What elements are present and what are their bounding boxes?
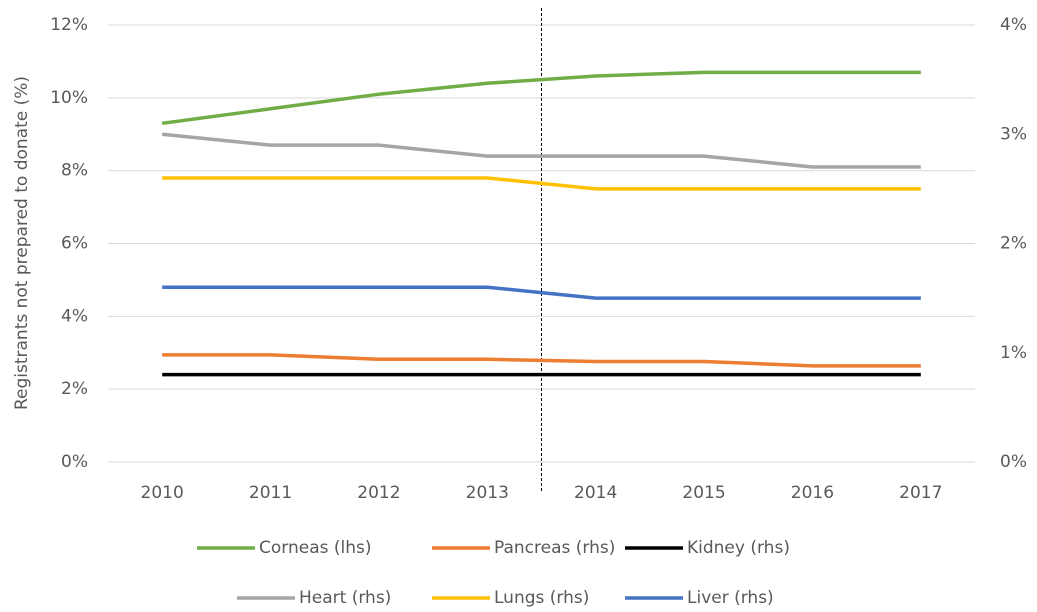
y-tick-label: 6% bbox=[61, 234, 88, 254]
y-tick-label: 8% bbox=[61, 161, 88, 181]
series-line bbox=[162, 285, 921, 300]
y-tick-label: 0% bbox=[61, 452, 88, 472]
legend-label: Kidney (rhs) bbox=[687, 538, 790, 558]
y-tick-label: 2% bbox=[61, 379, 88, 399]
series-line bbox=[162, 353, 921, 368]
legend-label: Pancreas (rhs) bbox=[494, 538, 615, 558]
legend-label: Liver (rhs) bbox=[687, 588, 774, 608]
y2-tick-label: 3% bbox=[1000, 124, 1027, 144]
y-tick-label: 12% bbox=[50, 15, 88, 35]
y2-tick-label: 4% bbox=[1000, 15, 1027, 35]
x-tick-label: 2013 bbox=[466, 483, 509, 503]
x-tick-label: 2014 bbox=[574, 483, 617, 503]
x-tick-label: 2016 bbox=[791, 483, 834, 503]
series-line bbox=[162, 176, 921, 191]
x-tick-label: 2011 bbox=[249, 483, 292, 503]
y-tick-label: 10% bbox=[50, 88, 88, 108]
x-tick-label: 2017 bbox=[899, 483, 942, 503]
y2-tick-label: 0% bbox=[1000, 452, 1027, 472]
series-line bbox=[161, 70, 921, 126]
y-axis-label: Registrants not prepared to donate (%) bbox=[12, 76, 32, 410]
x-tick-label: 2015 bbox=[682, 483, 725, 503]
y2-tick-label: 1% bbox=[1000, 343, 1027, 363]
legend-label: Lungs (rhs) bbox=[494, 588, 589, 608]
y2-tick-label: 2% bbox=[1000, 234, 1027, 254]
series-line bbox=[162, 132, 921, 169]
x-tick-label: 2010 bbox=[141, 483, 184, 503]
y-tick-label: 4% bbox=[61, 306, 88, 326]
legend-label: Corneas (lhs) bbox=[259, 538, 372, 558]
x-tick-label: 2012 bbox=[357, 483, 400, 503]
legend-label: Heart (rhs) bbox=[299, 588, 391, 608]
